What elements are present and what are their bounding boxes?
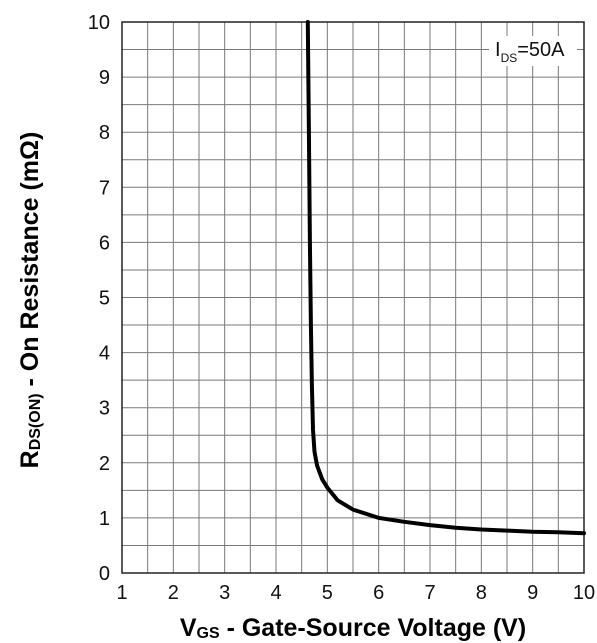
- x-axis-title-main: V: [180, 614, 197, 642]
- annotation-rest: =50A: [517, 39, 565, 61]
- y-tick-label: 8: [99, 122, 110, 144]
- x-tick-label: 3: [219, 582, 230, 604]
- x-axis-title-sub: GS: [197, 625, 220, 642]
- x-tick-labels: 1 2 3 4 5 6 7 8 9 10: [116, 582, 595, 604]
- x-tick-label: 2: [168, 582, 179, 604]
- y-tick-label: 0: [99, 563, 110, 585]
- x-tick-label: 6: [373, 582, 384, 604]
- x-tick-label: 5: [322, 582, 333, 604]
- y-tick-label: 3: [99, 398, 110, 420]
- series-line: [305, 20, 586, 536]
- annotation-sub: DS: [501, 51, 518, 65]
- grid-lines: [122, 22, 584, 573]
- current-annotation: IDS=50A: [495, 39, 565, 65]
- x-tick-label: 8: [476, 582, 487, 604]
- y-axis-title: RDS(ON) - On Resistance (mΩ): [16, 132, 44, 469]
- y-axis-title-sub: DS(ON): [27, 393, 44, 450]
- annotation-bg: [489, 36, 577, 66]
- y-tick-labels: 0 1 2 3 4 5 6 7 8 9 10: [88, 12, 110, 585]
- y-tick-label: 7: [99, 177, 110, 199]
- y-tick-label: 4: [99, 343, 110, 365]
- y-tick-label: 10: [88, 12, 110, 34]
- x-axis-title-rest: - Gate-Source Voltage (V): [220, 614, 527, 642]
- x-axis-title: VGS - Gate-Source Voltage (V): [180, 614, 526, 642]
- y-tick-label: 9: [99, 67, 110, 89]
- x-tick-label: 7: [424, 582, 435, 604]
- x-tick-label: 1: [116, 582, 127, 604]
- x-tick-label: 10: [573, 582, 595, 604]
- annotation-main: I: [495, 39, 501, 61]
- y-tick-label: 5: [99, 288, 110, 310]
- x-tick-label: 9: [527, 582, 538, 604]
- x-tick-label: 4: [270, 582, 281, 604]
- plot-frame: [121, 21, 585, 574]
- y-tick-label: 1: [99, 508, 110, 530]
- y-tick-label: 6: [99, 232, 110, 254]
- y-axis-title-main: R: [16, 450, 44, 468]
- y-axis-title-rest: - On Resistance (mΩ): [16, 132, 44, 394]
- y-tick-label: 2: [99, 453, 110, 475]
